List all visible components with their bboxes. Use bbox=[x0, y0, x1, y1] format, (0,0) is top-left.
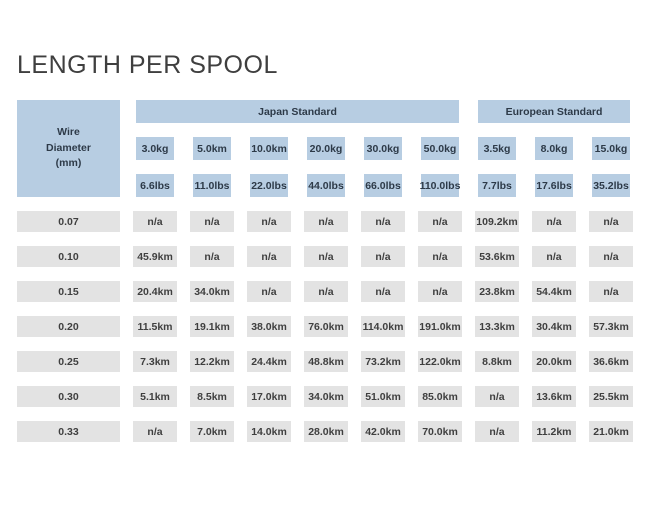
length-value-cell: 20.4km bbox=[133, 281, 177, 302]
length-value-cell: n/a bbox=[418, 246, 462, 267]
wire-diameter-header-line: Diameter bbox=[46, 141, 91, 154]
wire-diameter-header: Wire Diameter (mm) bbox=[17, 100, 120, 197]
japan-kg-header: 50.0kg bbox=[421, 137, 459, 160]
length-value-cell: 85.0km bbox=[418, 386, 462, 407]
length-value-cell: 21.0km bbox=[589, 421, 633, 442]
japan-kg-header: 10.0km bbox=[250, 137, 288, 160]
length-value-cell: n/a bbox=[247, 246, 291, 267]
length-value-cell: n/a bbox=[247, 211, 291, 232]
length-value-cell: 191.0km bbox=[418, 316, 462, 337]
length-value-cell: n/a bbox=[304, 246, 348, 267]
row-diameter-cell: 0.07 bbox=[17, 211, 120, 232]
european-kg-header: 15.0kg bbox=[592, 137, 630, 160]
length-value-cell: 25.5km bbox=[589, 386, 633, 407]
page-title: LENGTH PER SPOOL bbox=[17, 51, 278, 79]
length-value-cell: n/a bbox=[418, 281, 462, 302]
european-kg-header: 3.5kg bbox=[478, 137, 516, 160]
length-value-cell: 76.0km bbox=[304, 316, 348, 337]
row-diameter-cell: 0.30 bbox=[17, 386, 120, 407]
european-kg-header: 8.0kg bbox=[535, 137, 573, 160]
japan-lbs-header: 66.0lbs bbox=[364, 174, 402, 197]
length-value-cell: 38.0km bbox=[247, 316, 291, 337]
japan-lbs-header: 110.0lbs bbox=[420, 174, 460, 197]
length-value-cell: 13.3km bbox=[475, 316, 519, 337]
length-value-cell: 24.4km bbox=[247, 351, 291, 372]
length-value-cell: 30.4km bbox=[532, 316, 576, 337]
length-value-cell: 48.8km bbox=[304, 351, 348, 372]
japan-kg-header: 3.0kg bbox=[136, 137, 174, 160]
length-value-cell: 23.8km bbox=[475, 281, 519, 302]
length-value-cell: 11.5km bbox=[133, 316, 177, 337]
length-value-cell: 109.2km bbox=[475, 211, 519, 232]
length-value-cell: 114.0km bbox=[361, 316, 405, 337]
european-standard-group-header: European Standard bbox=[478, 100, 630, 123]
length-value-cell: n/a bbox=[247, 281, 291, 302]
length-value-cell: n/a bbox=[589, 211, 633, 232]
length-value-cell: n/a bbox=[361, 246, 405, 267]
length-value-cell: n/a bbox=[475, 386, 519, 407]
length-value-cell: 54.4km bbox=[532, 281, 576, 302]
japan-lbs-header: 44.0lbs bbox=[307, 174, 345, 197]
length-value-cell: 42.0km bbox=[361, 421, 405, 442]
row-diameter-cell: 0.25 bbox=[17, 351, 120, 372]
length-value-cell: 8.8km bbox=[475, 351, 519, 372]
length-value-cell: n/a bbox=[304, 211, 348, 232]
european-lbs-header: 7.7lbs bbox=[478, 174, 516, 197]
row-diameter-cell: 0.10 bbox=[17, 246, 120, 267]
length-value-cell: 5.1km bbox=[133, 386, 177, 407]
length-value-cell: 20.0km bbox=[532, 351, 576, 372]
length-value-cell: n/a bbox=[133, 421, 177, 442]
length-value-cell: 13.6km bbox=[532, 386, 576, 407]
japan-lbs-header: 22.0lbs bbox=[250, 174, 288, 197]
length-value-cell: 14.0km bbox=[247, 421, 291, 442]
length-value-cell: 11.2km bbox=[532, 421, 576, 442]
length-value-cell: 73.2km bbox=[361, 351, 405, 372]
wire-diameter-header-line: (mm) bbox=[55, 157, 82, 170]
length-value-cell: n/a bbox=[418, 211, 462, 232]
length-value-cell: 19.1km bbox=[190, 316, 234, 337]
row-diameter-cell: 0.33 bbox=[17, 421, 120, 442]
japan-kg-header: 20.0kg bbox=[307, 137, 345, 160]
length-value-cell: 70.0km bbox=[418, 421, 462, 442]
japan-lbs-header: 11.0lbs bbox=[193, 174, 231, 197]
length-value-cell: 57.3km bbox=[589, 316, 633, 337]
length-value-cell: 28.0km bbox=[304, 421, 348, 442]
japan-kg-header: 5.0km bbox=[193, 137, 231, 160]
length-value-cell: 51.0km bbox=[361, 386, 405, 407]
japan-standard-group-header: Japan Standard bbox=[136, 100, 459, 123]
length-value-cell: 36.6km bbox=[589, 351, 633, 372]
row-diameter-cell: 0.20 bbox=[17, 316, 120, 337]
length-value-cell: n/a bbox=[361, 211, 405, 232]
japan-kg-header: 30.0kg bbox=[364, 137, 402, 160]
length-value-cell: n/a bbox=[475, 421, 519, 442]
length-value-cell: n/a bbox=[589, 281, 633, 302]
length-value-cell: 7.3km bbox=[133, 351, 177, 372]
wire-diameter-header-line: Wire bbox=[57, 125, 80, 138]
length-value-cell: 12.2km bbox=[190, 351, 234, 372]
length-value-cell: n/a bbox=[532, 211, 576, 232]
length-per-spool-table: Wire Diameter (mm) Japan Standard Europe… bbox=[17, 100, 633, 442]
length-value-cell: 34.0km bbox=[304, 386, 348, 407]
length-value-cell: n/a bbox=[532, 246, 576, 267]
length-value-cell: 53.6km bbox=[475, 246, 519, 267]
length-value-cell: n/a bbox=[190, 246, 234, 267]
length-value-cell: n/a bbox=[133, 211, 177, 232]
length-value-cell: n/a bbox=[304, 281, 348, 302]
length-value-cell: n/a bbox=[589, 246, 633, 267]
european-lbs-header: 17.6lbs bbox=[535, 174, 573, 197]
european-lbs-header: 35.2lbs bbox=[592, 174, 630, 197]
japan-lbs-header: 6.6lbs bbox=[136, 174, 174, 197]
row-diameter-cell: 0.15 bbox=[17, 281, 120, 302]
length-value-cell: 8.5km bbox=[190, 386, 234, 407]
length-value-cell: 45.9km bbox=[133, 246, 177, 267]
length-value-cell: n/a bbox=[190, 211, 234, 232]
length-value-cell: 34.0km bbox=[190, 281, 234, 302]
length-value-cell: 7.0km bbox=[190, 421, 234, 442]
length-value-cell: 17.0km bbox=[247, 386, 291, 407]
length-value-cell: 122.0km bbox=[418, 351, 462, 372]
length-value-cell: n/a bbox=[361, 281, 405, 302]
